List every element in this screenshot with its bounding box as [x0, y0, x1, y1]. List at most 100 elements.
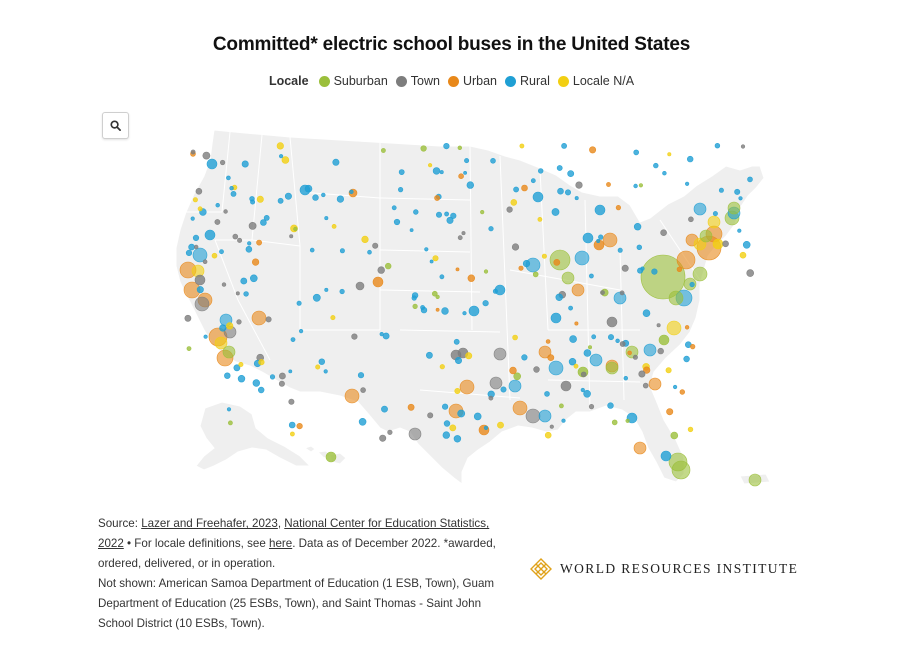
locale-dot[interactable]: [684, 181, 690, 186]
locale-dot[interactable]: [407, 403, 415, 411]
locale-dot[interactable]: [463, 170, 468, 175]
locale-dot[interactable]: [571, 283, 585, 297]
locale-dot[interactable]: [742, 241, 751, 249]
locale-dot[interactable]: [315, 364, 321, 370]
locale-dot[interactable]: [666, 408, 674, 416]
locale-dot[interactable]: [676, 266, 683, 272]
locale-dot[interactable]: [382, 332, 390, 340]
locale-dot[interactable]: [606, 316, 618, 328]
locale-dot[interactable]: [457, 145, 462, 151]
locale-dot[interactable]: [222, 345, 236, 359]
locale-dot[interactable]: [561, 418, 566, 423]
locale-dot[interactable]: [293, 226, 298, 232]
locale-dot[interactable]: [265, 316, 272, 323]
locale-dot[interactable]: [509, 366, 517, 375]
locale-dot[interactable]: [615, 338, 620, 343]
locale-dot[interactable]: [589, 146, 597, 154]
locale-dot[interactable]: [596, 239, 601, 244]
locale-dot[interactable]: [380, 148, 386, 153]
locale-dot[interactable]: [387, 429, 393, 435]
locale-dot[interactable]: [256, 195, 264, 203]
locale-dot[interactable]: [269, 374, 276, 380]
legend-item-rural[interactable]: Rural: [505, 74, 550, 88]
locale-dot[interactable]: [547, 354, 555, 361]
locale-dot[interactable]: [740, 144, 746, 149]
locale-dot[interactable]: [560, 380, 572, 392]
locale-dot[interactable]: [668, 290, 684, 306]
locale-dot[interactable]: [398, 169, 405, 175]
locale-dot[interactable]: [707, 215, 721, 229]
locale-dot[interactable]: [312, 293, 321, 302]
locale-dot[interactable]: [431, 290, 438, 297]
locale-dot[interactable]: [281, 156, 290, 164]
locale-dot[interactable]: [638, 183, 644, 188]
locale-dot[interactable]: [532, 271, 539, 278]
locale-dot[interactable]: [237, 375, 246, 383]
locale-dot[interactable]: [660, 450, 672, 462]
locale-dot[interactable]: [615, 205, 622, 211]
locale-dot[interactable]: [277, 197, 284, 204]
locale-dot[interactable]: [379, 434, 387, 442]
locale-dot[interactable]: [643, 343, 657, 357]
locale-dot[interactable]: [455, 267, 460, 272]
locale-dot[interactable]: [190, 216, 195, 221]
locale-dot[interactable]: [220, 159, 226, 166]
locale-dot[interactable]: [640, 266, 645, 271]
locale-dot[interactable]: [263, 214, 270, 221]
legend-item-locale-na[interactable]: Locale N/A: [557, 74, 634, 88]
locale-dot[interactable]: [454, 387, 461, 394]
locale-dot[interactable]: [215, 203, 220, 208]
locale-dot[interactable]: [393, 218, 401, 226]
locale-dot[interactable]: [331, 223, 337, 229]
locale-dot[interactable]: [195, 188, 203, 195]
locale-dot[interactable]: [559, 403, 564, 409]
locale-dot[interactable]: [453, 435, 462, 443]
locale-dot[interactable]: [574, 196, 579, 201]
locale-dot[interactable]: [432, 167, 441, 175]
locale-dot[interactable]: [391, 205, 397, 211]
locale-dot[interactable]: [361, 235, 369, 243]
locale-dot[interactable]: [648, 377, 662, 391]
locale-dot[interactable]: [278, 380, 285, 387]
locale-dot[interactable]: [219, 324, 227, 332]
locale-dot[interactable]: [683, 355, 690, 363]
locale-dot[interactable]: [633, 441, 647, 455]
locale-dot[interactable]: [689, 281, 695, 288]
locale-dot[interactable]: [642, 309, 651, 318]
locale-dot[interactable]: [537, 168, 544, 174]
locale-dot[interactable]: [525, 408, 541, 424]
locale-dot[interactable]: [288, 369, 293, 374]
locale-dot[interactable]: [192, 197, 198, 203]
locale-dot[interactable]: [532, 191, 544, 203]
locale-dot[interactable]: [549, 249, 571, 271]
locale-dot[interactable]: [606, 182, 611, 187]
locale-dot[interactable]: [583, 349, 592, 357]
locale-dot[interactable]: [600, 290, 605, 295]
locale-dot[interactable]: [727, 201, 741, 215]
locale-dot[interactable]: [453, 338, 460, 345]
source-link-lazer[interactable]: Lazer and Freehafer, 2023: [141, 517, 278, 530]
locale-dot[interactable]: [636, 244, 642, 251]
locale-dot[interactable]: [556, 165, 563, 171]
locale-dot[interactable]: [541, 253, 547, 259]
locale-dot[interactable]: [537, 216, 543, 222]
locale-dot[interactable]: [318, 358, 325, 365]
locale-dot[interactable]: [457, 409, 466, 418]
locale-dot[interactable]: [488, 226, 494, 232]
locale-dot[interactable]: [665, 367, 672, 374]
locale-dot[interactable]: [480, 210, 485, 215]
locale-dot[interactable]: [196, 286, 204, 294]
locale-dot[interactable]: [555, 293, 563, 301]
locale-dot[interactable]: [339, 288, 345, 295]
locale-dot[interactable]: [360, 387, 366, 393]
locale-dot[interactable]: [443, 420, 451, 427]
legend-item-town[interactable]: Town: [395, 74, 440, 88]
locale-dot[interactable]: [381, 405, 388, 413]
locale-dot[interactable]: [413, 209, 419, 215]
locale-dot[interactable]: [289, 234, 294, 239]
locale-dot[interactable]: [632, 354, 638, 360]
locale-dot[interactable]: [530, 178, 536, 184]
locale-dot[interactable]: [574, 321, 579, 326]
locale-dot[interactable]: [718, 187, 724, 193]
locale-dot[interactable]: [251, 310, 267, 326]
